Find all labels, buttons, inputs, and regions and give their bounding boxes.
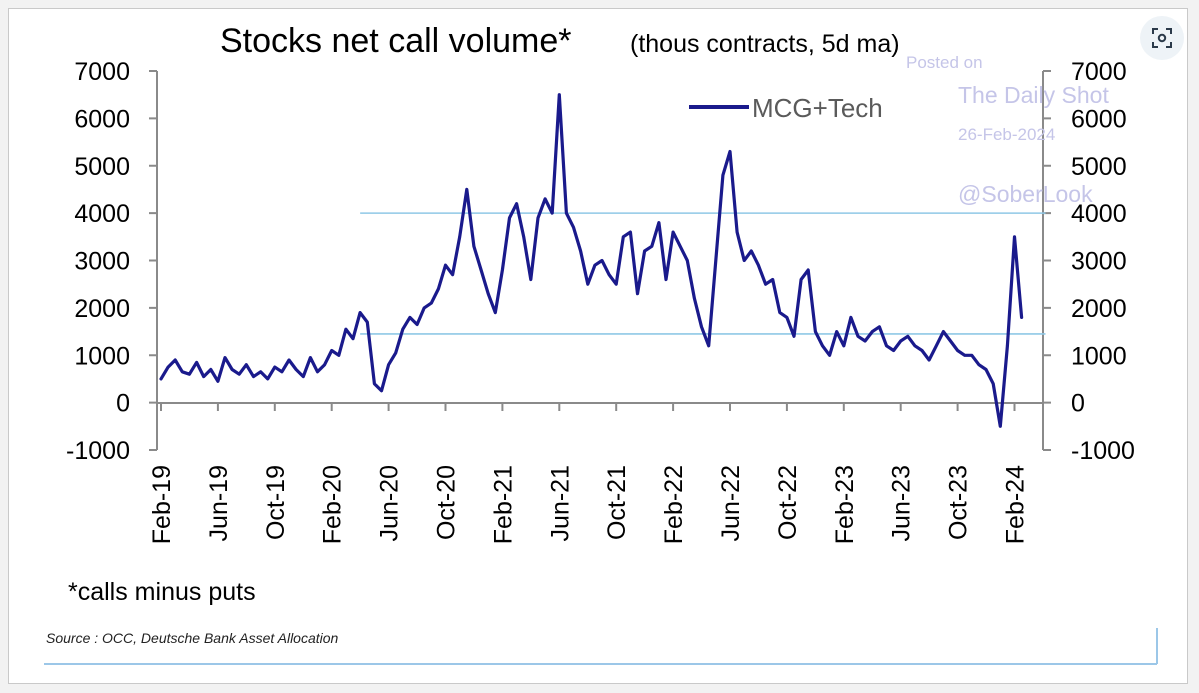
x-tick-label: Feb-19 [148,465,176,544]
y-tick-label-right: 2000 [1071,295,1127,323]
series-line [159,93,1024,428]
y-tick-label-left: 5000 [74,153,130,181]
x-tick-label: Jun-19 [205,465,233,541]
legend-label: MCG+Tech [752,93,883,123]
legend: MCG+Tech [689,93,883,123]
y-ticks-left: 7000 6000 5000 4000 3000 2000 1000 0 -1000 [66,58,157,465]
x-tick-label: Feb-20 [319,465,347,544]
chart-card [8,8,1188,684]
y-tick-label-right: 6000 [1071,105,1127,133]
x-tick-label: Feb-24 [1002,465,1030,544]
x-tick-label: Oct-22 [774,465,802,540]
watermark-line-2: The Daily Shot [958,82,1109,108]
series-group [159,93,1024,428]
y-tick-label-left: 1000 [74,342,130,370]
watermark: Posted on The Daily Shot 26-Feb-2024 @So… [906,53,1109,207]
x-tick-label: Oct-21 [603,465,631,540]
y-tick-label-right: 1000 [1071,342,1127,370]
y-tick-label-right: 3000 [1071,248,1127,276]
expand-button[interactable] [1140,16,1184,60]
expand-icon [1152,28,1172,48]
source-note: Source : OCC, Deutsche Bank Asset Alloca… [46,630,339,646]
chart-subtitle: (thous contracts, 5d ma) [630,30,900,58]
y-tick-label-left: 6000 [74,105,130,133]
y-tick-label-right: 7000 [1071,58,1127,86]
x-tick-label: Jun-20 [376,465,404,541]
y-tick-label-left: 0 [116,390,130,418]
y-tick-label-left: -1000 [66,437,130,465]
x-tick-label: Feb-22 [660,465,688,544]
x-tick-label: Jun-23 [888,465,916,541]
x-tick-label: Feb-23 [831,465,859,544]
watermark-line-3: 26-Feb-2024 [958,125,1055,144]
watermark-line-4: @SoberLook [958,181,1093,207]
y-tick-label-right: 4000 [1071,200,1127,228]
x-tick-label: Oct-23 [945,465,973,540]
y-tick-label-left: 4000 [74,200,130,228]
y-tick-label-left: 7000 [74,58,130,86]
reference-lines [360,212,1046,335]
y-ticks-right: 7000 6000 5000 4000 3000 2000 1000 0 -1000 [1043,58,1135,465]
x-tick-label: Oct-19 [262,465,290,540]
x-tick-label: Feb-21 [489,465,517,544]
chart-title: Stocks net call volume* [220,22,572,60]
footnote: *calls minus puts [68,578,256,606]
x-tick-label: Jun-21 [546,465,574,541]
x-ticks: Feb-19 Jun-19 Oct-19 Feb-20 Jun-20 Oct-20 Feb-… [148,403,1030,544]
y-tick-label-left: 2000 [74,295,130,323]
y-tick-label-left: 3000 [74,248,130,276]
x-tick-label: Oct-20 [433,465,461,540]
y-tick-label-right: 0 [1071,390,1085,418]
x-tick-label: Jun-22 [717,465,745,541]
y-tick-label-right: -1000 [1071,437,1135,465]
y-tick-label-right: 5000 [1071,153,1127,181]
watermark-line-1: Posted on [906,53,983,72]
